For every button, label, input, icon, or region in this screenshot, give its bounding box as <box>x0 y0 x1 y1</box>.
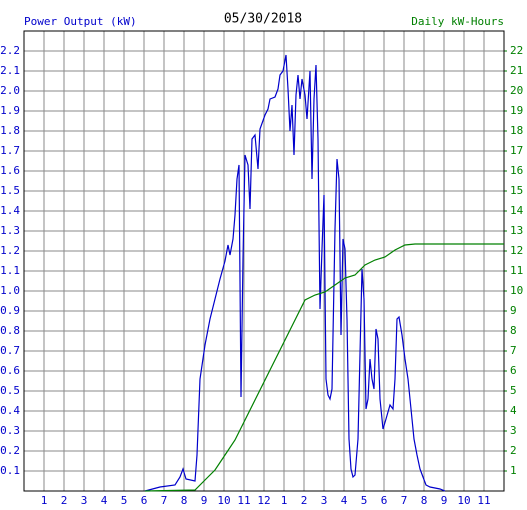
x-tick-label: 11 <box>237 494 250 507</box>
x-tick-label: 1 <box>41 494 48 507</box>
y-tick-label: 1.1 <box>0 264 20 277</box>
x-tick-label: 4 <box>101 494 108 507</box>
y-tick-label: 1.8 <box>0 124 20 137</box>
y2-tick-label: 10 <box>510 284 523 297</box>
x-tick-label: 2 <box>301 494 308 507</box>
y-tick-label: 2.2 <box>0 44 20 57</box>
y2-tick-label: 6 <box>510 364 517 377</box>
x-tick-label: 6 <box>141 494 148 507</box>
y2-tick-label: 17 <box>510 144 523 157</box>
x-tick-label: 5 <box>121 494 128 507</box>
y2-tick-label: 14 <box>510 204 524 217</box>
series-line <box>144 243 504 492</box>
x-tick-label: 9 <box>201 494 208 507</box>
y-tick-label: 0.3 <box>0 424 20 437</box>
y2-tick-label: 21 <box>510 64 523 77</box>
y2-tick-label: 22 <box>510 44 523 57</box>
y2-tick-label: 13 <box>510 224 523 237</box>
y-tick-label: 2.0 <box>0 84 20 97</box>
y-tick-label: 1.3 <box>0 224 20 237</box>
y2-tick-label: 2 <box>510 444 517 457</box>
x-tick-label: 8 <box>421 494 428 507</box>
y-tick-label: 0.7 <box>0 344 20 357</box>
x-tick-label: 10 <box>217 494 230 507</box>
y2-tick-label: 11 <box>510 264 523 277</box>
x-tick-label: 9 <box>441 494 448 507</box>
x-tick-label: 7 <box>161 494 168 507</box>
y2-tick-label: 7 <box>510 344 517 357</box>
y-tick-label: 0.2 <box>0 444 20 457</box>
y2-tick-label: 5 <box>510 384 517 397</box>
x-tick-label: 3 <box>321 494 328 507</box>
x-tick-label: 3 <box>81 494 88 507</box>
y-tick-label: 0.4 <box>0 404 20 417</box>
x-tick-label: 10 <box>457 494 470 507</box>
y-tick-label: 0.9 <box>0 304 20 317</box>
y2-tick-label: 8 <box>510 324 517 337</box>
y-tick-label: 1.7 <box>0 144 20 157</box>
y-tick-label: 1.4 <box>0 204 20 217</box>
y2-tick-label: 4 <box>510 404 517 417</box>
y2-tick-label: 15 <box>510 184 523 197</box>
x-tick-label: 4 <box>341 494 348 507</box>
y-tick-label: 0.8 <box>0 324 20 337</box>
y2-tick-label: 18 <box>510 124 523 137</box>
y2-tick-label: 1 <box>510 464 517 477</box>
x-tick-label: 7 <box>401 494 408 507</box>
y2-tick-label: 9 <box>510 304 517 317</box>
x-tick-label: 6 <box>381 494 388 507</box>
y-tick-label: 1.6 <box>0 164 20 177</box>
y-tick-label: 0.1 <box>0 464 20 477</box>
y2-tick-label: 20 <box>510 84 523 97</box>
y-tick-label: 1.0 <box>0 284 20 297</box>
y2-tick-label: 19 <box>510 104 523 117</box>
x-tick-label: 12 <box>257 494 270 507</box>
x-tick-label: 11 <box>477 494 490 507</box>
plot-frame <box>23 30 505 492</box>
y2-tick-label: 16 <box>510 164 523 177</box>
y2-tick-label: 3 <box>510 424 517 437</box>
y-tick-label: 0.6 <box>0 364 20 377</box>
series-line <box>144 54 446 492</box>
x-tick-label: 1 <box>281 494 288 507</box>
y-tick-label: 1.5 <box>0 184 20 197</box>
x-tick-label: 2 <box>61 494 68 507</box>
y2-axis-label: Daily kW-Hours <box>411 15 504 28</box>
y-tick-label: 2.1 <box>0 64 20 77</box>
chart-title: 05/30/2018 <box>224 12 302 27</box>
y-tick-label: 1.2 <box>0 244 20 257</box>
y-axis-label: Power Output (kW) <box>24 15 137 28</box>
y-tick-label: 1.9 <box>0 104 20 117</box>
y2-tick-label: 12 <box>510 244 523 257</box>
x-tick-label: 8 <box>181 494 188 507</box>
x-tick-label: 5 <box>361 494 368 507</box>
y-tick-label: 0.5 <box>0 384 20 397</box>
